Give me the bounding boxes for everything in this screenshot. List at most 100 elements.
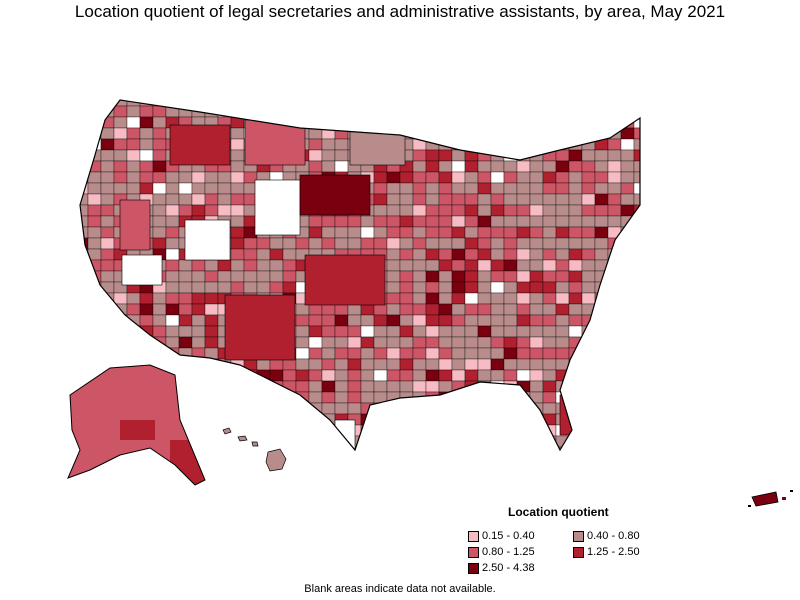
- map-area: [647, 216, 660, 227]
- map-area: [542, 116, 557, 129]
- legend-item: 0.40 - 0.80: [573, 529, 640, 543]
- map-area: [438, 270, 453, 283]
- map-area: [464, 193, 479, 206]
- map-area: [140, 458, 153, 469]
- map-area: [321, 314, 336, 327]
- map-area: [425, 402, 440, 415]
- map-area: [80, 160, 89, 173]
- map-area: [80, 105, 89, 118]
- map-area: [334, 391, 349, 404]
- map-area: [490, 292, 505, 305]
- map-area: [647, 436, 660, 447]
- map-area: [607, 105, 622, 118]
- map-area: [425, 127, 440, 140]
- map-area: [113, 347, 128, 360]
- map-area: [204, 270, 219, 283]
- map-area: [334, 149, 349, 162]
- map-area: [230, 270, 245, 283]
- map-area: [386, 182, 401, 195]
- map-area: [412, 446, 427, 450]
- map-area: [503, 160, 518, 173]
- map-area: [451, 204, 466, 217]
- map-area: [295, 446, 310, 450]
- map-area: [304, 254, 386, 306]
- map-area: [191, 171, 206, 184]
- map-area: [321, 138, 336, 151]
- map-area: [581, 435, 596, 448]
- map-area: [620, 446, 635, 450]
- map-area: [516, 270, 531, 283]
- map-area: [425, 149, 440, 162]
- map-area: [399, 116, 414, 129]
- map-area: [451, 149, 466, 162]
- map-area: [386, 413, 401, 426]
- map-area: [100, 204, 115, 217]
- map-area: [217, 402, 232, 415]
- map-area: [451, 127, 466, 140]
- map-area: [308, 336, 323, 349]
- map-area: [620, 358, 635, 371]
- map-area: [243, 281, 258, 294]
- map-area: [568, 237, 583, 250]
- map-area: [321, 435, 336, 448]
- map-area: [204, 171, 219, 184]
- map-area: [529, 204, 544, 217]
- map-area: [607, 413, 622, 426]
- map-area: [633, 292, 640, 305]
- map-area: [594, 413, 609, 426]
- map-area: [386, 380, 401, 393]
- map-area: [516, 369, 531, 382]
- map-area: [451, 259, 466, 272]
- map-area: [594, 281, 609, 294]
- map-area: [555, 193, 570, 206]
- map-area: [217, 446, 232, 450]
- map-area: [647, 106, 660, 117]
- map-area: [503, 171, 518, 184]
- map-area: [633, 446, 640, 450]
- map-area: [607, 325, 622, 338]
- map-area: [464, 248, 479, 261]
- map-area: [80, 270, 89, 283]
- map-area: [139, 336, 154, 349]
- map-area: [386, 314, 401, 327]
- map-area: [230, 204, 245, 217]
- map-area: [386, 248, 401, 261]
- map-area: [165, 281, 180, 294]
- map-area: [568, 325, 583, 338]
- map-area: [647, 337, 660, 348]
- map-area: [204, 100, 219, 107]
- map-area: [647, 95, 660, 106]
- map-area: [412, 424, 427, 437]
- map-area: [334, 314, 349, 327]
- map-area: [282, 402, 297, 415]
- map-area: [165, 204, 180, 217]
- map-area: [594, 391, 609, 404]
- map-area: [633, 380, 640, 393]
- map-area: [80, 171, 89, 184]
- map-area: [126, 314, 141, 327]
- map-area: [230, 100, 245, 107]
- map-area: [490, 259, 505, 272]
- map-area: [230, 105, 245, 118]
- map-area: [647, 238, 660, 249]
- map-area: [490, 100, 505, 107]
- map-area: [503, 127, 518, 140]
- map-area: [464, 259, 479, 272]
- map-area: [620, 193, 635, 206]
- map-area: [373, 435, 388, 448]
- map-area: [581, 237, 596, 250]
- map-area: [178, 204, 193, 217]
- map-area: [152, 314, 167, 327]
- map-area: [217, 281, 232, 294]
- map-area: [139, 138, 154, 151]
- map-area: [451, 347, 466, 360]
- legend: Location quotient 0.15 - 0.40 0.40 - 0.8…: [468, 505, 718, 577]
- map-area: [464, 358, 479, 371]
- map-area: [386, 292, 401, 305]
- map-area: [647, 183, 660, 194]
- map-area: [387, 458, 400, 469]
- map-area: [503, 116, 518, 129]
- map-area: [438, 182, 453, 195]
- map-area: [178, 171, 193, 184]
- map-area: [87, 182, 102, 195]
